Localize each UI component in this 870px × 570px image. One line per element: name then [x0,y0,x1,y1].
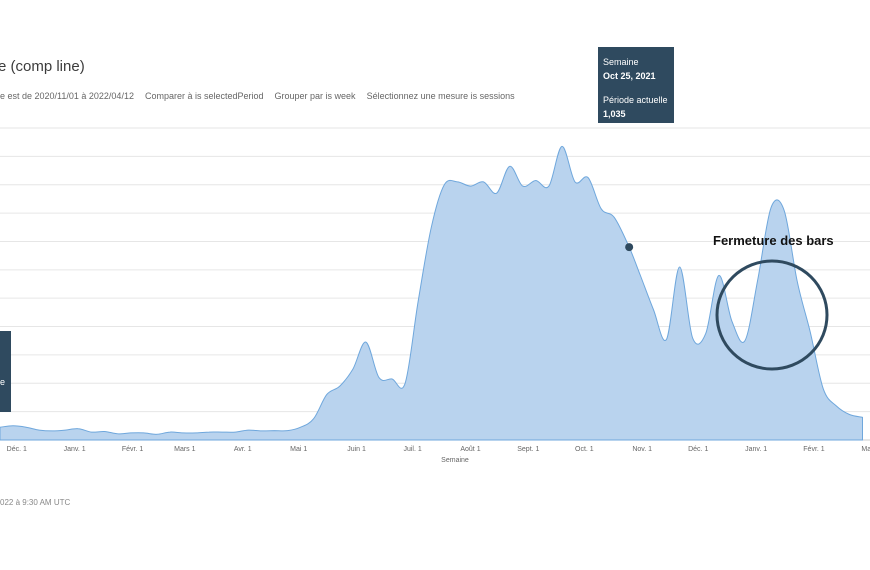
x-tick-label: Mars 1 [174,446,196,453]
x-tick-label: Déc. 1 [7,446,27,453]
x-tick-label: Oct. 1 [575,446,594,453]
tooltip-x-value: Oct 25, 2021 [603,71,656,81]
filter-summary: e est de 2020/11/01 à 2022/04/12 Comparer… [0,91,526,101]
x-tick-label: Févr. 1 [803,446,825,453]
tooltip-partial-label: actuelle [0,377,6,387]
tooltip-value: 1,035 [603,109,626,119]
x-tick-label: Juil. 1 [403,446,421,453]
filter-group-by[interactable]: Grouper par is week [274,91,356,101]
x-tick-label: Févr. 1 [122,446,144,453]
x-tick-label: Mai 1 [290,446,307,453]
x-tick-label: Déc. 1 [688,446,708,453]
x-tick-label: Juin 1 [347,446,366,453]
tooltip-x-label: Semaine [603,57,639,67]
x-axis-title: Semaine [441,457,469,464]
area-series [0,145,863,441]
x-tick-label: Sept. 1 [517,446,539,453]
x-axis-ticks: Déc. 1 Janv. 1 Févr. 1 Mars 1 Avr. 1 Mai 1 Jui… [7,446,870,453]
annotation-label: Fermeture des bars [713,233,834,248]
x-tick-label: Ma [861,446,870,453]
tooltip-partial: actuelle [0,331,11,412]
x-tick-label: Avr. 1 [234,446,252,453]
x-tick-label: Août 1 [460,446,480,453]
filter-compare[interactable]: Comparer à is selectedPeriod [144,91,264,101]
filter-measure[interactable]: Sélectionnez une mesure is sessions [366,91,515,101]
tooltip: Semaine Oct 25, 2021 Période actuelle 1,… [598,47,674,123]
x-tick-label: Janv. 1 [745,446,767,453]
x-tick-label: Nov. 1 [632,446,652,453]
peak-marker[interactable] [625,243,634,252]
report-title: e (comp line) [0,58,85,75]
report-timestamp: 022 à 9:30 AM UTC [0,498,71,507]
x-tick-label: Janv. 1 [64,446,86,453]
filter-date-range[interactable]: e est de 2020/11/01 à 2022/04/12 [0,91,134,101]
tooltip-series-label: Période actuelle [603,95,668,105]
annotation-circle [715,259,829,371]
